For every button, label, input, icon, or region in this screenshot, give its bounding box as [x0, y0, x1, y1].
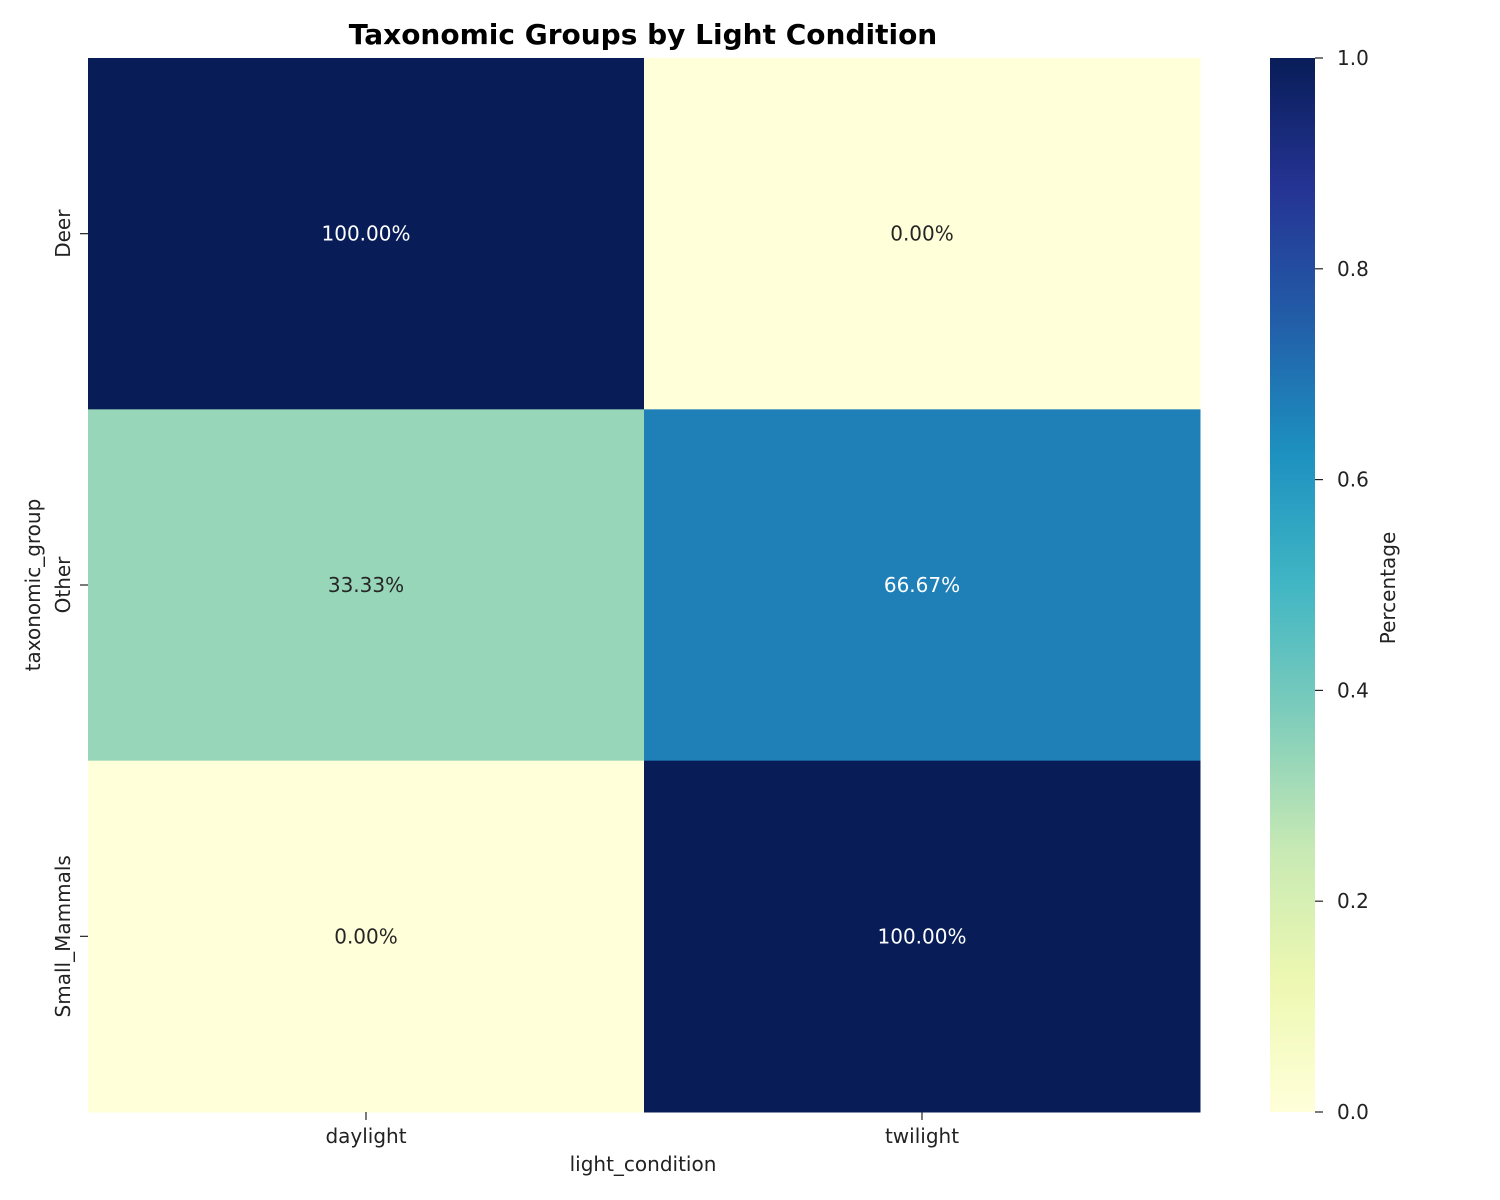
colorbar-tick-label: 0.4 — [1337, 678, 1369, 702]
heatmap-cell — [88, 760, 645, 1113]
heatmap-cell — [88, 58, 645, 410]
y-tick-label: Small_Mammals — [51, 855, 75, 1017]
colorbar-tick-label: 0.2 — [1337, 889, 1369, 913]
colorbar-ticks: 0.0 0.2 0.4 0.6 0.8 1.0 — [1315, 46, 1369, 1124]
colorbar-tick-label: 0.0 — [1337, 1100, 1369, 1124]
x-axis-label: light_condition — [570, 1152, 717, 1176]
colorbar-tick-label: 0.8 — [1337, 257, 1369, 281]
heatmap-cell — [88, 409, 645, 762]
heatmap-cell — [644, 760, 1201, 1113]
cell-value-label: 0.00% — [890, 222, 954, 246]
cell-value-label: 100.00% — [878, 924, 967, 948]
x-tick-label: twilight — [885, 1124, 959, 1148]
cell-value-label: 66.67% — [884, 573, 960, 597]
heatmap-cell — [644, 409, 1201, 762]
colorbar-tick-label: 1.0 — [1337, 46, 1369, 70]
y-axis-label: taxonomic_group — [21, 499, 45, 672]
colorbar-label: Percentage — [1376, 532, 1400, 645]
heatmap-cell — [644, 58, 1201, 410]
cell-value-label: 100.00% — [322, 222, 411, 246]
colorbar — [1270, 58, 1315, 1112]
x-axis-ticks: daylight twilight — [325, 1112, 959, 1148]
colorbar-tick-label: 0.6 — [1337, 468, 1369, 492]
y-tick-label: Other — [51, 556, 75, 614]
chart-title: Taxonomic Groups by Light Condition — [349, 18, 938, 51]
heatmap-cell-labels: 100.00% 0.00% 33.33% 66.67% 0.00% 100.00% — [322, 222, 967, 949]
cell-value-label: 33.33% — [328, 573, 404, 597]
heatmap-cells — [88, 58, 1201, 1113]
y-axis-ticks: Deer Other Small_Mammals — [51, 209, 88, 1017]
cell-value-label: 0.00% — [334, 924, 398, 948]
x-tick-label: daylight — [325, 1124, 406, 1148]
y-tick-label: Deer — [51, 209, 75, 258]
